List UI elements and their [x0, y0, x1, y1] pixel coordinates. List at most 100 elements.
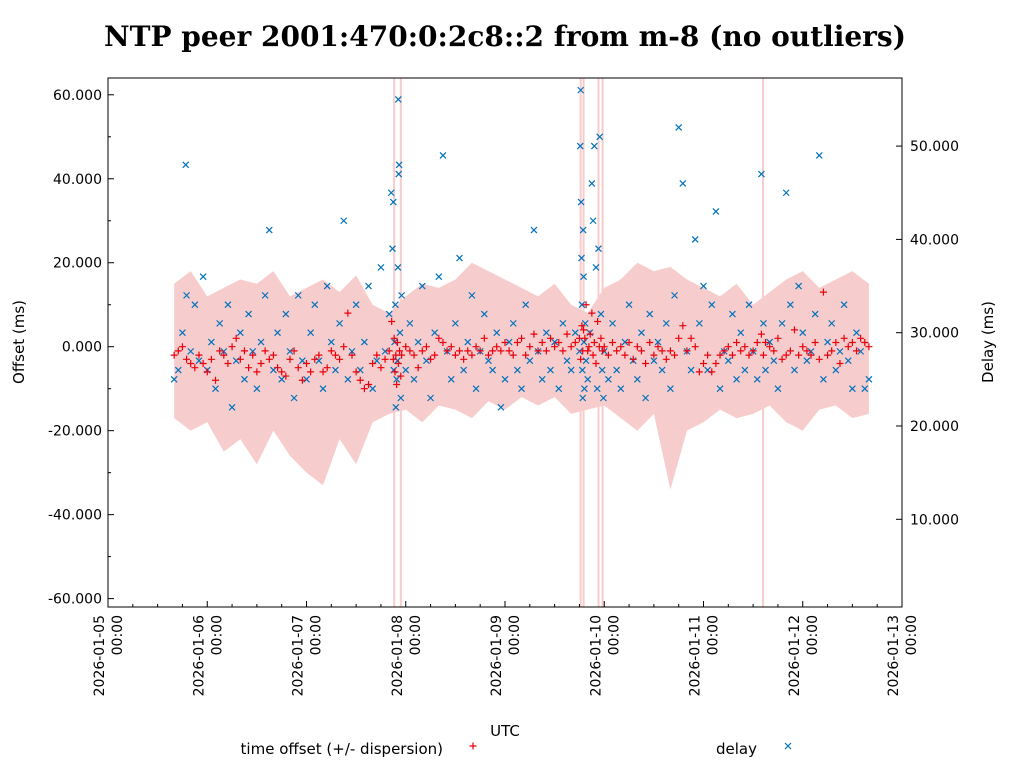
offset-point — [613, 347, 621, 355]
offset-point — [567, 343, 575, 351]
delay-point — [344, 375, 352, 383]
offset-point — [464, 347, 472, 355]
offset-point — [170, 351, 178, 359]
delay-point — [460, 366, 468, 374]
y-axis-label: Offset (ms) — [10, 300, 28, 384]
delay-point — [589, 217, 597, 225]
delay-point — [369, 385, 377, 393]
offset-point — [737, 347, 745, 355]
offset-point — [759, 351, 767, 359]
delay-point — [451, 319, 459, 327]
delay-point — [332, 366, 339, 374]
offset-point — [249, 351, 257, 359]
delay-point — [464, 338, 472, 346]
offset-point — [563, 330, 571, 338]
delay-point — [617, 385, 625, 393]
offset-point — [757, 330, 765, 338]
delay-point — [578, 254, 585, 262]
offset-point — [646, 339, 654, 346]
offset-point — [480, 334, 488, 342]
delay-point — [786, 301, 794, 309]
y-tick-label: -40.000 — [48, 508, 102, 524]
delay-point — [840, 301, 848, 309]
offset-point — [617, 343, 625, 351]
offset-point — [546, 334, 554, 342]
delay-point — [712, 207, 720, 215]
offset-point — [588, 309, 596, 317]
delay-point — [724, 357, 732, 365]
legend-offset-label: time offset (+/- dispersion) — [241, 740, 443, 758]
offset-points-layer — [170, 288, 873, 393]
delay-point — [278, 375, 286, 383]
offset-point — [187, 359, 195, 367]
chart-title: NTP peer 2001:470:0:2c8::2 from m-8 (no … — [104, 20, 906, 53]
delay-point — [241, 375, 248, 383]
delay-point — [319, 385, 327, 393]
delay-point — [604, 375, 612, 383]
delay-point — [861, 385, 869, 393]
offset-point — [555, 339, 563, 346]
legend-offset-marker — [469, 742, 477, 750]
offset-point — [183, 355, 191, 363]
offset-point — [695, 368, 703, 376]
offset-point — [360, 385, 368, 393]
offset-point — [269, 351, 277, 359]
offset-point — [819, 288, 827, 296]
offset-point — [174, 347, 182, 355]
delay-point — [236, 329, 244, 337]
delay-point — [427, 394, 434, 402]
offset-point — [728, 351, 736, 359]
offset-point — [344, 309, 352, 317]
offset-point — [625, 339, 633, 346]
offset-point — [590, 339, 598, 346]
offset-point — [456, 347, 464, 355]
delay-point — [509, 319, 517, 327]
offset-point — [836, 359, 844, 367]
delay-point — [414, 338, 422, 346]
delay-point — [391, 301, 399, 309]
delay-point — [547, 366, 554, 374]
delay-point — [394, 96, 402, 103]
delay-point — [522, 301, 530, 309]
offset-point — [398, 351, 406, 359]
offset-point — [390, 334, 398, 342]
offset-point — [828, 347, 836, 355]
offset-point — [650, 351, 658, 359]
offset-point — [232, 334, 240, 342]
delay-point — [170, 375, 178, 383]
delay-point — [675, 124, 683, 131]
legend-offset-symbol — [469, 742, 477, 750]
delay-point — [431, 329, 439, 337]
y2-tick-label: 30.000 — [910, 326, 959, 342]
delay-point — [513, 366, 521, 374]
offset-point — [253, 368, 261, 376]
offset-point — [749, 347, 757, 355]
offset-point — [493, 343, 501, 351]
delay-point — [579, 394, 587, 402]
delay-point — [844, 357, 852, 365]
delay-point — [733, 375, 741, 383]
offset-point — [513, 339, 521, 346]
offset-point — [476, 347, 484, 355]
offset-point — [216, 347, 224, 355]
offset-point — [377, 364, 385, 372]
x-tick-label: 2026-01-10 00:00 — [588, 615, 622, 696]
offset-point — [418, 347, 426, 355]
delay-point — [480, 310, 488, 318]
delay-point — [679, 180, 687, 187]
delay-point — [493, 329, 501, 337]
delay-point — [216, 319, 224, 327]
delay-point — [737, 329, 745, 337]
offset-point — [261, 347, 269, 355]
delay-point — [658, 366, 666, 374]
offset-point — [468, 351, 476, 359]
delay-point — [741, 366, 749, 374]
offset-point — [484, 351, 492, 359]
offset-point — [389, 355, 397, 363]
offset-point — [704, 351, 712, 359]
delay-point — [580, 273, 587, 281]
offset-point — [762, 339, 770, 346]
delay-point — [567, 366, 575, 374]
offset-point — [683, 347, 691, 355]
delay-point — [220, 347, 228, 355]
